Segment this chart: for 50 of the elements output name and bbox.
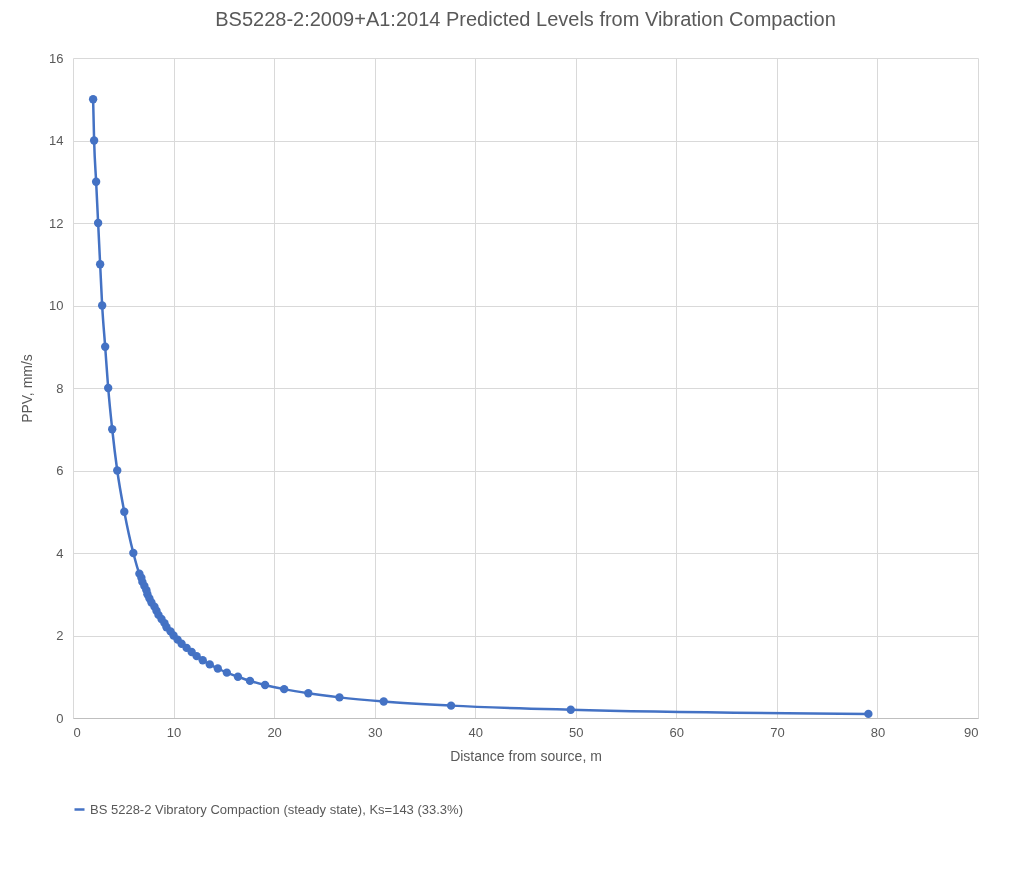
point (335, 693, 344, 702)
point (566, 705, 575, 714)
point (97, 301, 107, 310)
x-tick-label: 90 (964, 724, 979, 740)
x-tick-label: 60 (669, 724, 685, 740)
point (88, 95, 98, 104)
point (446, 701, 456, 710)
point (129, 548, 138, 558)
y-tick-label: 16 (49, 50, 64, 66)
x-tick-label: 50 (569, 724, 584, 740)
point (205, 660, 214, 669)
point (245, 676, 255, 686)
point (198, 656, 207, 665)
y-axis-title: PPV, mm/s (19, 354, 36, 423)
x-tick-label: 10 (166, 724, 182, 740)
y-tick-label: 12 (49, 215, 64, 231)
x-tick-label: 20 (267, 724, 282, 740)
x-tick-label: 30 (367, 724, 383, 740)
x-axis-title: Distance from source, m (450, 747, 602, 764)
y-tick-label: 8 (56, 380, 64, 396)
y-tick-label: 6 (56, 463, 64, 478)
y-tick-label: 0 (56, 710, 64, 726)
x-tick-label: 70 (770, 724, 785, 740)
point (100, 342, 110, 351)
point (95, 260, 105, 269)
legend-label: BS 5228-2 Vibratory Compaction (steady state), Ks=143 (33.3%) (90, 801, 463, 817)
point (108, 425, 117, 434)
y-tick-label: 10 (49, 298, 64, 313)
x-tick-label: 80 (870, 724, 886, 740)
point (113, 466, 122, 475)
point (864, 709, 873, 719)
point (213, 664, 222, 673)
point (93, 218, 103, 228)
y-tick-label: 14 (49, 133, 64, 148)
point (120, 507, 129, 516)
point (379, 697, 388, 706)
y-tick-label: 2 (56, 628, 64, 643)
x-tick-label: 0 (73, 724, 81, 740)
point (104, 383, 113, 393)
y-tick-label: 4 (56, 545, 64, 561)
point (304, 689, 313, 698)
point (233, 672, 243, 681)
point (222, 668, 232, 677)
point (279, 684, 289, 694)
chart-title: BS5228-2:2009+A1:2014 Predicted Levels from Vibration Compaction (215, 8, 836, 30)
point (89, 136, 99, 145)
point (192, 651, 201, 661)
point (91, 177, 101, 186)
x-tick-label: 40 (468, 724, 483, 740)
point (260, 680, 270, 690)
